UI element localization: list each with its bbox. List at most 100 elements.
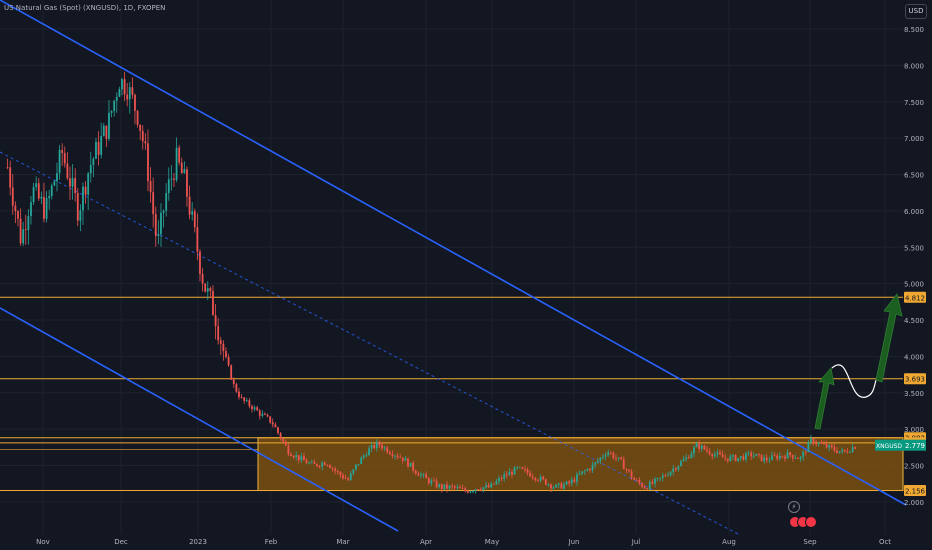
candle <box>646 488 649 490</box>
candle <box>123 79 126 95</box>
candle <box>58 149 61 174</box>
candle <box>40 196 43 199</box>
candle <box>401 457 404 461</box>
projection-curve[interactable] <box>831 364 877 398</box>
candle <box>628 469 630 472</box>
candle <box>500 478 503 479</box>
candle <box>565 481 568 485</box>
candle <box>521 467 524 469</box>
candle <box>537 479 539 481</box>
events-flags[interactable] <box>789 516 817 528</box>
candle <box>695 443 698 448</box>
candle <box>391 454 394 456</box>
y-tick-label: 7.500 <box>904 99 924 107</box>
candle <box>654 478 656 484</box>
candle <box>92 158 95 166</box>
candle <box>534 477 537 480</box>
candle <box>386 447 389 453</box>
candle <box>836 450 838 453</box>
candle <box>24 229 27 231</box>
candle <box>591 464 594 471</box>
candle <box>433 480 435 482</box>
y-tick-label: 2.000 <box>904 499 924 507</box>
candle <box>505 474 508 476</box>
candle <box>602 456 604 458</box>
bolt-icon[interactable]: ⚡ <box>788 501 800 513</box>
candle <box>102 125 105 137</box>
candle <box>76 193 79 221</box>
us-flag-icon[interactable] <box>805 516 817 528</box>
candle <box>794 458 797 459</box>
candle <box>830 445 833 448</box>
candle <box>440 484 443 489</box>
range-box[interactable] <box>257 437 904 492</box>
channel-lower-line[interactable] <box>0 307 399 532</box>
candle <box>459 487 461 489</box>
x-tick-label: 2023 <box>189 538 207 546</box>
candle <box>300 456 303 461</box>
candle <box>700 445 703 449</box>
candle <box>581 471 584 474</box>
candle <box>157 234 160 236</box>
price-tag[interactable] <box>904 373 926 385</box>
candle <box>464 488 467 492</box>
candle <box>134 94 136 111</box>
candle <box>61 149 64 154</box>
candle <box>544 479 547 485</box>
candle <box>264 413 266 415</box>
candle <box>711 454 714 457</box>
candle <box>739 456 742 459</box>
candle <box>516 467 519 469</box>
candle <box>633 477 636 480</box>
projection-arrow-up[interactable] <box>875 293 903 383</box>
candle <box>576 474 578 482</box>
candle <box>321 462 324 467</box>
currency-button[interactable]: USD <box>905 4 927 19</box>
symbol-tag[interactable] <box>875 439 904 451</box>
candle <box>802 451 805 458</box>
x-tick-label: Jun <box>568 538 580 546</box>
price-tag[interactable] <box>904 291 926 303</box>
candle <box>149 181 152 193</box>
candle <box>295 455 298 458</box>
projection-arrow-up[interactable] <box>814 367 835 430</box>
candle <box>238 391 240 398</box>
candle <box>331 467 334 469</box>
price-tag-label: 4.812 <box>905 294 925 302</box>
y-tick-label: 5.500 <box>904 244 924 252</box>
candle <box>656 478 659 479</box>
candle <box>404 458 407 461</box>
channel-upper-line[interactable] <box>0 0 907 506</box>
channel-median-line[interactable] <box>0 151 739 535</box>
price-tag-label: 2.156 <box>905 488 926 496</box>
candle <box>677 466 680 470</box>
candle <box>105 125 108 139</box>
candle <box>815 443 818 445</box>
candle <box>503 474 506 479</box>
x-tick-label: Apr <box>420 538 432 546</box>
candle <box>604 455 607 457</box>
price-tag[interactable] <box>904 485 926 497</box>
candle <box>557 483 560 485</box>
candle <box>776 455 779 459</box>
candle <box>188 196 191 215</box>
candle <box>495 481 498 485</box>
candle <box>745 452 747 460</box>
candle <box>594 462 597 465</box>
candle <box>347 478 350 481</box>
last-price-tag[interactable] <box>904 439 926 451</box>
candle <box>828 445 831 448</box>
candle <box>609 452 612 454</box>
candle <box>786 452 789 459</box>
candle <box>490 483 493 488</box>
candle <box>687 457 690 459</box>
candle <box>737 458 740 462</box>
candle <box>630 471 633 478</box>
candle <box>388 452 391 455</box>
candle <box>474 489 477 492</box>
candle <box>217 326 220 341</box>
candle <box>784 456 786 459</box>
symbol-label: XNGUSD <box>876 443 902 450</box>
candle <box>854 447 857 449</box>
